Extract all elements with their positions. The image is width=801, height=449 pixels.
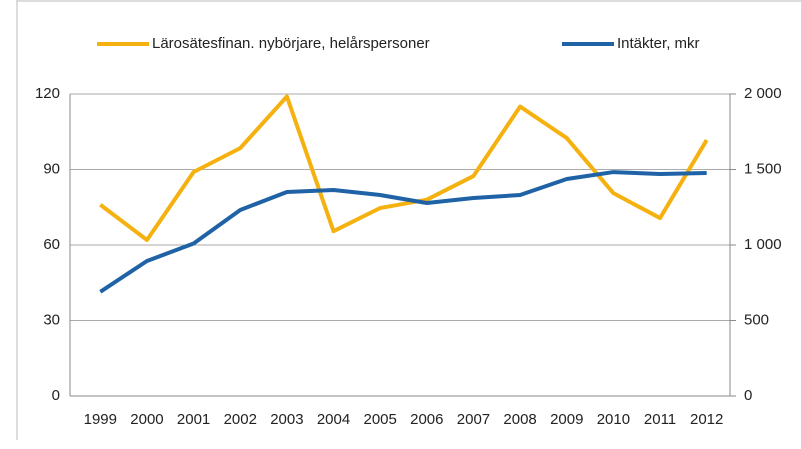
x-tick-label: 2005 bbox=[363, 411, 396, 428]
x-tick-label: 2007 bbox=[457, 411, 490, 428]
y2-tick-label: 1 500 bbox=[744, 160, 782, 177]
x-tick-label: 2006 bbox=[410, 411, 443, 428]
x-tick-label: 2000 bbox=[130, 411, 163, 428]
y-tick-label: 30 bbox=[43, 311, 60, 328]
y-tick-label: 60 bbox=[43, 236, 60, 253]
x-tick-label: 2010 bbox=[597, 411, 630, 428]
legend-label: Intäkter, mkr bbox=[617, 35, 700, 52]
frame bbox=[16, 0, 801, 440]
x-tick-label: 2012 bbox=[690, 411, 723, 428]
y-tick-label: 0 bbox=[52, 387, 60, 404]
x-tick-label: 1999 bbox=[84, 411, 117, 428]
y2-tick-label: 500 bbox=[744, 311, 769, 328]
x-tick-label: 2001 bbox=[177, 411, 210, 428]
series-line bbox=[99, 170, 707, 294]
series-line bbox=[99, 94, 709, 242]
x-tick-label: 2003 bbox=[270, 411, 303, 428]
x-tick-label: 2009 bbox=[550, 411, 583, 428]
y-tick-label: 90 bbox=[43, 160, 60, 177]
x-tick-label: 2004 bbox=[317, 411, 350, 428]
x-tick-label: 2008 bbox=[503, 411, 536, 428]
x-tick-label: 2011 bbox=[644, 411, 676, 428]
y2-tick-label: 1 000 bbox=[744, 236, 782, 253]
x-tick-label: 2002 bbox=[224, 411, 257, 428]
legend-label: Lärosätesfinan. nybörjare, helårspersone… bbox=[152, 35, 430, 52]
y-tick-label: 120 bbox=[35, 85, 60, 102]
y2-tick-label: 0 bbox=[744, 387, 752, 404]
y2-tick-label: 2 000 bbox=[744, 85, 782, 102]
